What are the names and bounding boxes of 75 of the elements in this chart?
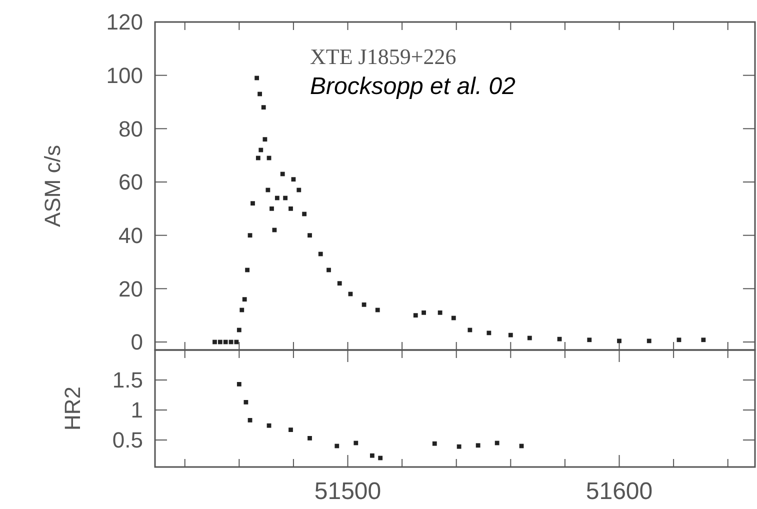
point [288,428,293,432]
point [494,440,500,446]
point [587,338,592,342]
annotation: Brocksopp et al. 02 [310,73,516,100]
point [240,308,244,312]
point [326,268,331,272]
point [245,268,250,272]
point [262,137,268,142]
point [236,328,242,332]
point [236,382,242,386]
point [527,336,532,340]
point [258,92,262,96]
point [438,310,442,315]
point [256,156,260,160]
point [451,316,456,320]
y-axis-title: ASM c/s [40,145,65,227]
point [248,418,252,422]
y-tick-label: 0 [130,330,143,355]
y-tick-label: 20 [118,276,143,302]
point [676,338,682,342]
point [646,338,652,344]
point [557,336,562,342]
point [378,456,383,460]
y-tick-label: 0.5 [112,428,143,453]
y-tick-label: 80 [118,116,143,142]
y-tick-label: 1 [130,398,143,423]
point [422,310,426,315]
point [468,328,472,332]
point [354,440,358,446]
y-axis-title: HR2 [60,386,85,431]
point [508,332,513,338]
point [242,297,247,302]
x-tick-label: 51600 [586,478,653,505]
point [261,105,266,110]
point [701,338,706,342]
point [296,188,302,192]
point [476,443,480,448]
point [362,302,366,307]
point [318,252,323,256]
point [375,308,380,312]
y-tick-label: 60 [118,170,143,195]
annotation: XTE J1859+226 [310,44,456,69]
point [218,340,222,344]
point [288,206,293,211]
point [212,340,217,344]
point [456,444,462,449]
point [283,196,288,200]
point [337,281,342,286]
point [280,172,285,176]
y-tick-label: 1.5 [112,368,143,393]
point [617,338,622,344]
point [334,444,340,448]
point [254,76,260,80]
point [250,201,255,206]
point [248,233,252,238]
point [308,233,312,238]
point [266,188,270,192]
y-tick-label: 120 [106,10,143,35]
point [258,148,264,152]
point [270,206,274,211]
point [244,400,248,404]
point [266,423,272,428]
point [413,313,418,318]
point [302,212,307,216]
point [486,330,492,336]
point [223,340,228,344]
y-tick-label: 100 [106,63,143,88]
y-tick-label: 40 [118,223,143,248]
point [432,441,437,446]
point [308,436,312,440]
point [291,177,296,182]
point [234,340,239,344]
point [370,453,374,458]
point [274,196,280,200]
x-tick-label: 51500 [314,478,382,505]
